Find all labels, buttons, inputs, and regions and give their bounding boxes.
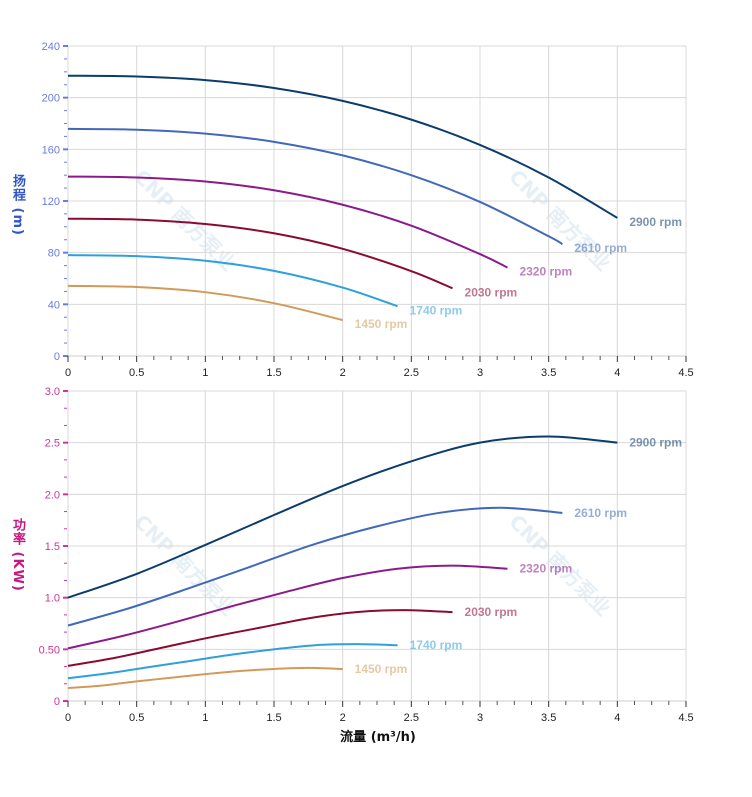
y-tick-label: 80 [48,248,60,260]
y-tick-label: 0 [54,696,60,708]
watermark-logo: CNP 南方泵业 [129,510,240,621]
x-tick-label: 4.5 [678,367,693,379]
y-tick-label: 0 [54,351,60,363]
y-tick-label: 0.50 [39,644,60,656]
series-line-2610-rpm [67,127,563,246]
x-tick-label: 0.5 [129,712,144,724]
x-tick-label: 3.5 [541,712,556,724]
power-y-axis-title: 功率 (KW) [10,518,25,592]
x-tick-label: 2 [340,367,346,379]
x-tick-label: 3.5 [541,367,556,379]
series-line-2900-rpm [67,74,618,219]
y-tick-label: 40 [48,299,60,311]
x-tick-label: 1 [202,712,208,724]
series-label: 2030 rpm [465,605,518,619]
x-tick-label: 0 [65,367,71,379]
series-line-2320-rpm [67,175,508,269]
series-label: 1450 rpm [355,662,408,676]
x-tick-label: 2.5 [404,712,419,724]
y-tick-label: 3.0 [45,386,60,398]
series-label: 1450 rpm [355,317,408,331]
y-tick-label: 120 [42,196,60,208]
series-line-1450-rpm [67,284,343,322]
x-tick-label: 1 [202,367,208,379]
x-tick-label: 1.5 [266,367,281,379]
y-tick-label: 2.5 [45,438,60,450]
series-line-1450-rpm [67,666,343,690]
x-tick-label: 4 [614,367,620,379]
series-label: 1740 rpm [410,638,463,652]
series-label: 2610 rpm [574,506,627,520]
x-tick-label: 3 [477,367,483,379]
x-tick-label: 2 [340,712,346,724]
series-line-2030-rpm [67,217,453,290]
series-label: 2320 rpm [519,562,572,576]
x-tick-label: 0 [65,712,71,724]
series-line-2030-rpm [67,609,453,667]
x-axis-title: 流量 (m³/h) [340,729,416,745]
series-line-2320-rpm [67,564,508,650]
x-tick-label: 1.5 [266,712,281,724]
series-label: 2900 rpm [629,215,682,229]
series-line-2610-rpm [67,506,563,627]
series-label: 2320 rpm [519,265,572,279]
series-label: 1740 rpm [410,303,463,317]
x-tick-label: 4.5 [678,712,693,724]
x-tick-label: 4 [614,712,620,724]
y-tick-label: 240 [42,41,60,53]
y-tick-label: 1.5 [45,541,60,553]
y-tick-label: 160 [42,144,60,156]
series-line-1740-rpm [67,254,398,308]
series-label: 2610 rpm [574,241,627,255]
y-tick-label: 1.0 [45,593,60,605]
x-tick-label: 3 [477,712,483,724]
series-line-2900-rpm [67,435,618,599]
y-tick-label: 2.0 [45,489,60,501]
watermark-logo: CNP 南方泵业 [504,165,615,276]
series-label: 2030 rpm [465,285,518,299]
head-y-axis-title: 扬程 (m) [10,174,25,236]
series-label: 2900 rpm [629,436,682,450]
y-tick-label: 200 [42,93,60,105]
x-tick-label: 0.5 [129,367,144,379]
series-line-1740-rpm [67,643,398,680]
x-tick-label: 2.5 [404,367,419,379]
